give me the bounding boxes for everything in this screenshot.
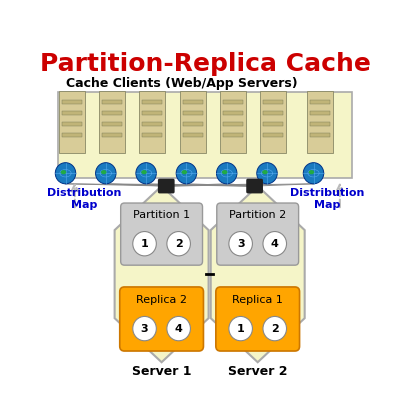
Circle shape — [229, 232, 252, 256]
Text: 1: 1 — [141, 239, 148, 249]
FancyBboxPatch shape — [102, 111, 122, 115]
FancyBboxPatch shape — [139, 91, 165, 153]
Ellipse shape — [222, 170, 228, 174]
Ellipse shape — [61, 170, 66, 174]
FancyBboxPatch shape — [263, 111, 283, 115]
Text: 2: 2 — [271, 324, 279, 334]
Text: 4: 4 — [175, 324, 182, 334]
FancyBboxPatch shape — [102, 122, 122, 126]
Text: Replica 2: Replica 2 — [136, 295, 187, 305]
FancyBboxPatch shape — [263, 100, 283, 104]
FancyBboxPatch shape — [310, 100, 330, 104]
FancyBboxPatch shape — [183, 133, 202, 137]
FancyBboxPatch shape — [310, 133, 330, 137]
FancyBboxPatch shape — [142, 122, 162, 126]
FancyBboxPatch shape — [59, 91, 85, 153]
FancyBboxPatch shape — [263, 133, 283, 137]
FancyBboxPatch shape — [62, 111, 82, 115]
FancyBboxPatch shape — [158, 179, 175, 193]
Ellipse shape — [182, 170, 187, 174]
FancyBboxPatch shape — [62, 133, 82, 137]
FancyBboxPatch shape — [142, 111, 162, 115]
Circle shape — [257, 163, 277, 184]
FancyBboxPatch shape — [223, 122, 243, 126]
FancyBboxPatch shape — [223, 133, 243, 137]
Text: Partition 1: Partition 1 — [133, 210, 190, 220]
Text: Cache Clients (Web/App Servers): Cache Clients (Web/App Servers) — [66, 77, 297, 90]
FancyBboxPatch shape — [99, 91, 125, 153]
Polygon shape — [115, 186, 208, 362]
Circle shape — [133, 317, 156, 341]
Ellipse shape — [262, 170, 268, 174]
FancyBboxPatch shape — [183, 100, 202, 104]
Circle shape — [55, 163, 76, 184]
Circle shape — [263, 232, 286, 256]
Text: Server 1: Server 1 — [132, 365, 191, 378]
FancyBboxPatch shape — [223, 100, 243, 104]
FancyBboxPatch shape — [246, 179, 263, 193]
FancyBboxPatch shape — [260, 91, 286, 153]
FancyBboxPatch shape — [263, 122, 283, 126]
FancyBboxPatch shape — [220, 91, 246, 153]
Text: Partition 2: Partition 2 — [229, 210, 286, 220]
Circle shape — [229, 317, 252, 341]
FancyBboxPatch shape — [62, 100, 82, 104]
FancyBboxPatch shape — [310, 111, 330, 115]
Text: Partition-Replica Cache: Partition-Replica Cache — [40, 52, 370, 76]
FancyBboxPatch shape — [310, 122, 330, 126]
Circle shape — [133, 232, 156, 256]
Circle shape — [263, 317, 286, 341]
FancyBboxPatch shape — [58, 92, 352, 178]
FancyBboxPatch shape — [217, 203, 299, 265]
FancyBboxPatch shape — [216, 287, 300, 351]
Text: Server 2: Server 2 — [228, 365, 288, 378]
Circle shape — [303, 163, 324, 184]
Text: Distribution
Map: Distribution Map — [47, 188, 121, 210]
Circle shape — [167, 232, 190, 256]
Circle shape — [96, 163, 116, 184]
Text: 2: 2 — [175, 239, 182, 249]
Text: 4: 4 — [271, 239, 279, 249]
Circle shape — [136, 163, 156, 184]
FancyBboxPatch shape — [307, 91, 333, 153]
FancyBboxPatch shape — [180, 91, 206, 153]
FancyBboxPatch shape — [62, 122, 82, 126]
FancyBboxPatch shape — [183, 122, 202, 126]
FancyBboxPatch shape — [102, 100, 122, 104]
Circle shape — [167, 317, 190, 341]
Circle shape — [176, 163, 197, 184]
FancyBboxPatch shape — [142, 133, 162, 137]
Text: Replica 1: Replica 1 — [232, 295, 283, 305]
FancyBboxPatch shape — [183, 111, 202, 115]
Text: 3: 3 — [237, 239, 244, 249]
FancyBboxPatch shape — [120, 287, 204, 351]
Text: 3: 3 — [141, 324, 148, 334]
FancyBboxPatch shape — [142, 100, 162, 104]
FancyBboxPatch shape — [121, 203, 202, 265]
FancyBboxPatch shape — [223, 111, 243, 115]
Ellipse shape — [309, 170, 314, 174]
FancyBboxPatch shape — [102, 133, 122, 137]
Polygon shape — [211, 186, 305, 362]
Circle shape — [216, 163, 237, 184]
Text: Distribution
Map: Distribution Map — [290, 188, 365, 210]
Text: 1: 1 — [237, 324, 244, 334]
Ellipse shape — [101, 170, 106, 174]
Ellipse shape — [141, 170, 147, 174]
